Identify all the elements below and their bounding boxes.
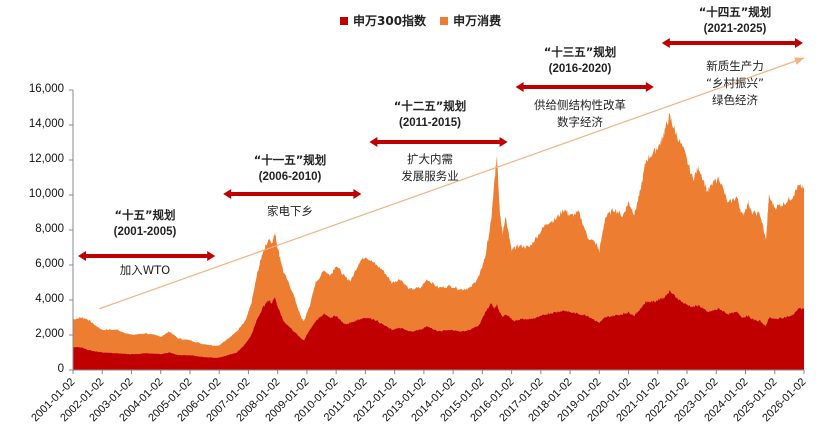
annotation-10th-plan: “十五”规划 (2001-2005) xyxy=(95,207,195,241)
annotation-11th-theme: 家电下乡 xyxy=(235,203,345,220)
y-tick-label: 10,000 xyxy=(28,188,64,200)
legend-label: 申万300指数 xyxy=(353,14,427,28)
legend-swatch-red-icon xyxy=(340,16,348,25)
plan-theme: 扩大内需 xyxy=(407,152,453,166)
axes xyxy=(69,89,805,374)
annotation-14th-theme: 新质生产力 “乡村振兴” 绿色经济 xyxy=(680,58,790,109)
plan-theme: 加入WTO xyxy=(119,263,171,277)
y-tick-label: 8,000 xyxy=(35,223,64,235)
plan-theme: 家电下乡 xyxy=(267,204,313,218)
plan-title: “十四五”规划 xyxy=(698,5,772,19)
annotation-13th-theme: 供给侧结构性改革 数字经济 xyxy=(510,97,650,131)
annotation-10th-theme: 加入WTO xyxy=(95,262,195,279)
area-series xyxy=(73,112,804,371)
plan-period-arrow xyxy=(515,82,654,92)
plan-period-arrow xyxy=(661,38,803,48)
trend-arrowhead-icon xyxy=(794,57,804,65)
y-tick-label: 16,000 xyxy=(28,83,64,95)
y-tick-label: 2,000 xyxy=(35,328,64,340)
plan-theme: 数字经济 xyxy=(557,115,603,129)
legend-label: 申万消费 xyxy=(453,14,502,28)
plan-period: (2021-2025) xyxy=(703,23,767,35)
plan-theme: 绿色经济 xyxy=(712,93,758,107)
plan-theme: 供给侧结构性改革 xyxy=(534,98,626,112)
y-tick-label: 0 xyxy=(57,363,64,375)
plan-title: “十三五”规划 xyxy=(543,45,617,59)
plan-period-arrow xyxy=(78,251,216,261)
plan-title: “十二五”规划 xyxy=(393,99,467,113)
plan-period: (2016-2020) xyxy=(548,63,612,75)
legend: 申万300指数 申万消费 xyxy=(340,12,501,29)
y-tick-label: 6,000 xyxy=(35,258,64,270)
annotation-12th-plan: “十二五”规划 (2011-2015) xyxy=(375,98,485,132)
plan-theme: “乡村振兴” xyxy=(706,76,764,90)
plan-theme: 新质生产力 xyxy=(706,59,764,73)
plan-period: (2006-2010) xyxy=(258,171,322,183)
annotation-14th-plan: “十四五”规划 (2021-2025) xyxy=(680,4,790,38)
hs300-index-area xyxy=(73,289,804,370)
annotation-11th-plan: “十一五”规划 (2006-2010) xyxy=(235,152,345,186)
legend-item-hs300[interactable]: 申万300指数 xyxy=(340,12,426,29)
annotation-12th-theme: 扩大内需 发展服务业 xyxy=(375,151,485,185)
plan-period: (2011-2015) xyxy=(398,117,462,129)
consumer-index-area xyxy=(73,112,804,371)
trend-arrow xyxy=(99,57,805,310)
annotation-13th-plan: “十三五”规划 (2016-2020) xyxy=(520,44,640,78)
legend-swatch-orange-icon xyxy=(440,16,449,25)
plan-period-arrows xyxy=(78,38,805,310)
plan-period-arrow xyxy=(223,189,362,199)
plan-title: “十五”规划 xyxy=(114,208,176,222)
plan-period-arrow xyxy=(369,137,508,147)
y-tick-label: 14,000 xyxy=(28,118,64,130)
plan-period: (2001-2005) xyxy=(113,226,177,238)
plan-theme: 发展服务业 xyxy=(401,169,459,183)
y-tick-label: 12,000 xyxy=(28,153,64,165)
legend-item-consumer[interactable]: 申万消费 xyxy=(440,12,501,29)
y-tick-label: 4,000 xyxy=(35,293,64,305)
plan-title: “十一五”规划 xyxy=(253,153,327,167)
